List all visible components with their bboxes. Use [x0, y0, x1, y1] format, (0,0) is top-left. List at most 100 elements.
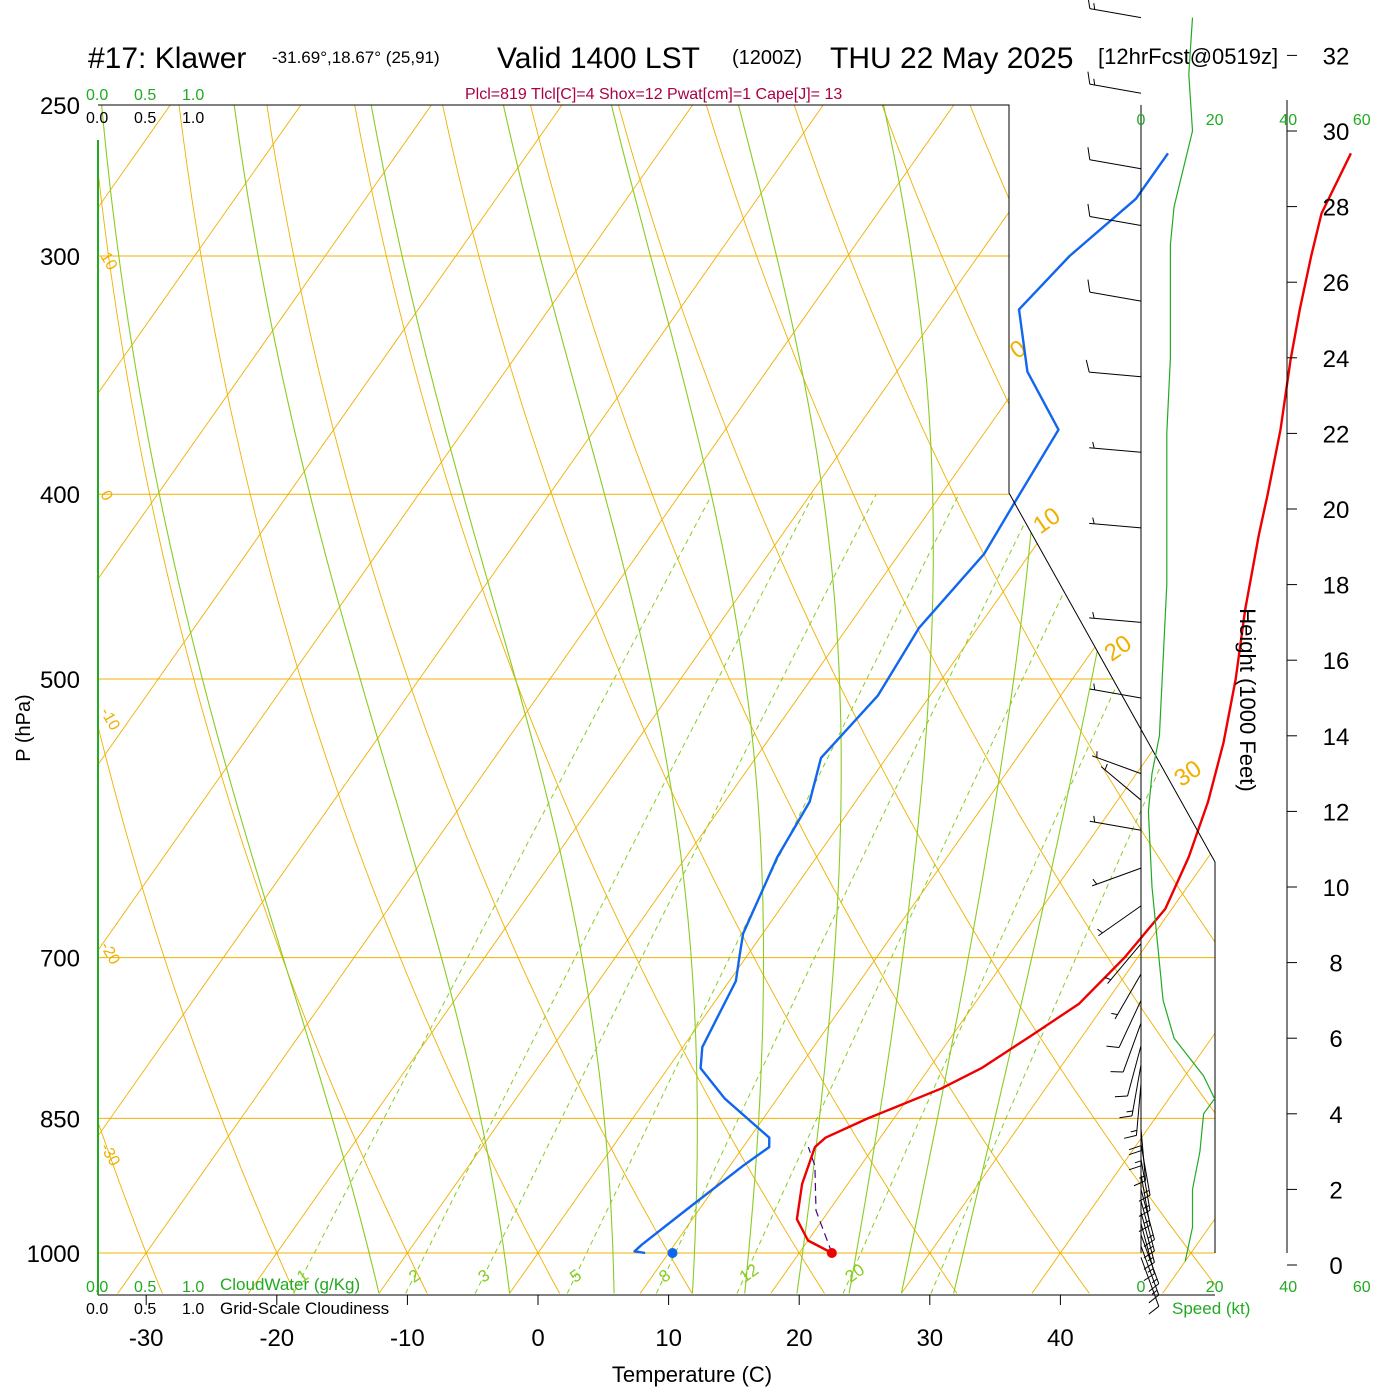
wind-barb-shaft: [1140, 1159, 1151, 1211]
cloudiness-top-tick-2: 1.0: [182, 110, 204, 127]
wind-barb: [1138, 1143, 1151, 1202]
wind-barb-half-flag: [1151, 1278, 1158, 1284]
isotherm--90: [98, 105, 195, 1294]
mixing-ratio-20: [842, 493, 1206, 1294]
wind-barb-shaft: [1089, 291, 1142, 302]
wind-barb-shaft: [1089, 8, 1142, 19]
mixing-ratio-label-12: 12: [736, 1260, 762, 1286]
wind-barb-flag: [1148, 1283, 1160, 1292]
wind-barb-shaft: [1098, 905, 1142, 937]
wind-barb: [1087, 71, 1142, 94]
wind-barb-flag: [1128, 1165, 1142, 1171]
forecast-info: [12hrFcst@0519z]: [1098, 44, 1278, 69]
wind-barb-flag: [1143, 1273, 1155, 1282]
cloudiness-bottom-tick-0: 0.0: [86, 1301, 108, 1318]
wind-barb-flag: [1087, 279, 1091, 293]
dry-adiabat-40: [521, 105, 1090, 1294]
dry-adiabat-130: [1304, 71, 1400, 1293]
dry-adiabat-140: [1391, 71, 1400, 1293]
wind-barb-shaft: [1089, 215, 1142, 226]
height-tick-label-26: 26: [1323, 270, 1350, 297]
moist-adiabat-22: [729, 105, 842, 1294]
wind-barb-flag: [1085, 359, 1090, 373]
wind-barb-flag: [1087, 203, 1091, 217]
wind-barb-flag: [1138, 1225, 1151, 1232]
mixing-ratio-30: [930, 493, 1215, 1294]
wind-barb-half-flag: [1143, 1220, 1150, 1225]
wind-barb-half-flag: [1093, 3, 1096, 10]
cloudiness-bottom-tick-2: 1.0: [182, 1301, 204, 1318]
wind-barb: [1138, 1174, 1151, 1232]
height-tick-label-6: 6: [1329, 1026, 1342, 1053]
chart-header: #17: Klawer -31.69°,18.67° (25,91) Valid…: [88, 42, 1278, 103]
mixing-ratio-12: [736, 493, 1112, 1294]
height-tick-label-24: 24: [1323, 346, 1350, 373]
wind-barb: [1091, 867, 1142, 887]
cloud-bottom-tick-2: 1.0: [182, 1279, 204, 1296]
wind-barb-half-flag: [1151, 1289, 1158, 1295]
cloudiness-bottom-tick-1: 0.5: [134, 1301, 156, 1318]
wind-barb-half-flag: [1093, 815, 1096, 823]
wind-barb-shaft: [1114, 973, 1142, 1020]
thermo-grid-clipped: [98, 71, 1400, 1294]
moist-adiabat-34: [953, 105, 1177, 1294]
wind-barb: [1085, 359, 1142, 378]
isotherm-label--20: -20: [97, 939, 123, 968]
wind-barb-shaft: [1140, 1223, 1155, 1274]
dry-adiabat-0: [174, 105, 561, 1294]
isotherm--10: [378, 105, 1215, 1294]
height-tick-label-30: 30: [1323, 119, 1350, 146]
valid-time: Valid 1400 LST: [497, 42, 700, 75]
wind-barb-half-flag: [1139, 1175, 1146, 1179]
valid-date: THU 22 May 2025: [830, 42, 1073, 75]
wind-barb-shaft: [1140, 1174, 1151, 1226]
p-tick-label-300: 300: [40, 244, 80, 271]
height-tick-label-32: 32: [1323, 43, 1350, 70]
wind-barb-shaft: [1089, 83, 1142, 94]
x-tick-label--30: -30: [129, 1325, 164, 1352]
wind-barb-flag: [1148, 1294, 1160, 1304]
wind-barb-half-flag: [1126, 1110, 1133, 1113]
wind-barb-half-flag: [1147, 1234, 1154, 1239]
wind-barb-half-flag: [1092, 878, 1098, 885]
wind-barb-shaft: [1089, 820, 1142, 831]
right-axis-label: Height (1000 Feet): [1235, 608, 1260, 791]
wind-barb-shaft: [1089, 688, 1142, 699]
utc-time: (1200Z): [732, 47, 802, 69]
moist-adiabat-30: [900, 105, 1045, 1294]
isotherm--80: [98, 105, 325, 1294]
cloud-bottom-tick-1: 0.5: [134, 1279, 156, 1296]
wind-barb-half-flag: [1092, 612, 1095, 619]
wind-barb: [1140, 1211, 1155, 1270]
wind-barb: [1128, 1113, 1142, 1171]
isotherm-50: [1162, 105, 1215, 1294]
wind-barb-shaft: [1131, 1064, 1142, 1116]
wind-barb: [1140, 1200, 1155, 1259]
isotherm--60: [98, 105, 587, 1294]
height-tick-label-4: 4: [1329, 1102, 1342, 1129]
height-tick-label-14: 14: [1323, 724, 1350, 751]
moist-adiabat--10: [98, 105, 380, 1294]
wind-barb-shaft: [1089, 371, 1142, 378]
isotherm-label-0: 0: [97, 488, 116, 504]
mixing-ratio-8: [655, 493, 1040, 1294]
mixing-ratio-label-8: 8: [655, 1265, 674, 1286]
wind-barb-shaft: [1089, 522, 1142, 529]
moist-adiabat-0: [229, 105, 511, 1294]
dry-adiabat-30: [435, 105, 958, 1294]
mixing-ratio-label-20: 20: [842, 1260, 868, 1286]
dry-adiabat-label-20: 20: [1099, 630, 1136, 667]
wind-barb-half-flag: [1092, 517, 1095, 524]
wind-barb: [1097, 905, 1142, 937]
axis-ticks: -30 -20 -10 0 10 20 30 402503004005007008501000…: [27, 0, 1371, 1352]
p-tick-label-250: 250: [40, 93, 80, 120]
wind-barb-half-flag: [1147, 1245, 1154, 1251]
p-tick-label-400: 400: [40, 482, 80, 509]
dry-adiabat-label-30: 30: [1169, 755, 1206, 792]
wind-barb-flag: [1124, 1134, 1137, 1139]
dry-adiabat-label-10: 10: [1028, 502, 1065, 539]
wind-barb: [1100, 763, 1142, 801]
wind-barb-half-flag: [1104, 976, 1111, 981]
wind-barb-half-flag: [1093, 78, 1096, 86]
wind-barb: [1104, 943, 1142, 984]
